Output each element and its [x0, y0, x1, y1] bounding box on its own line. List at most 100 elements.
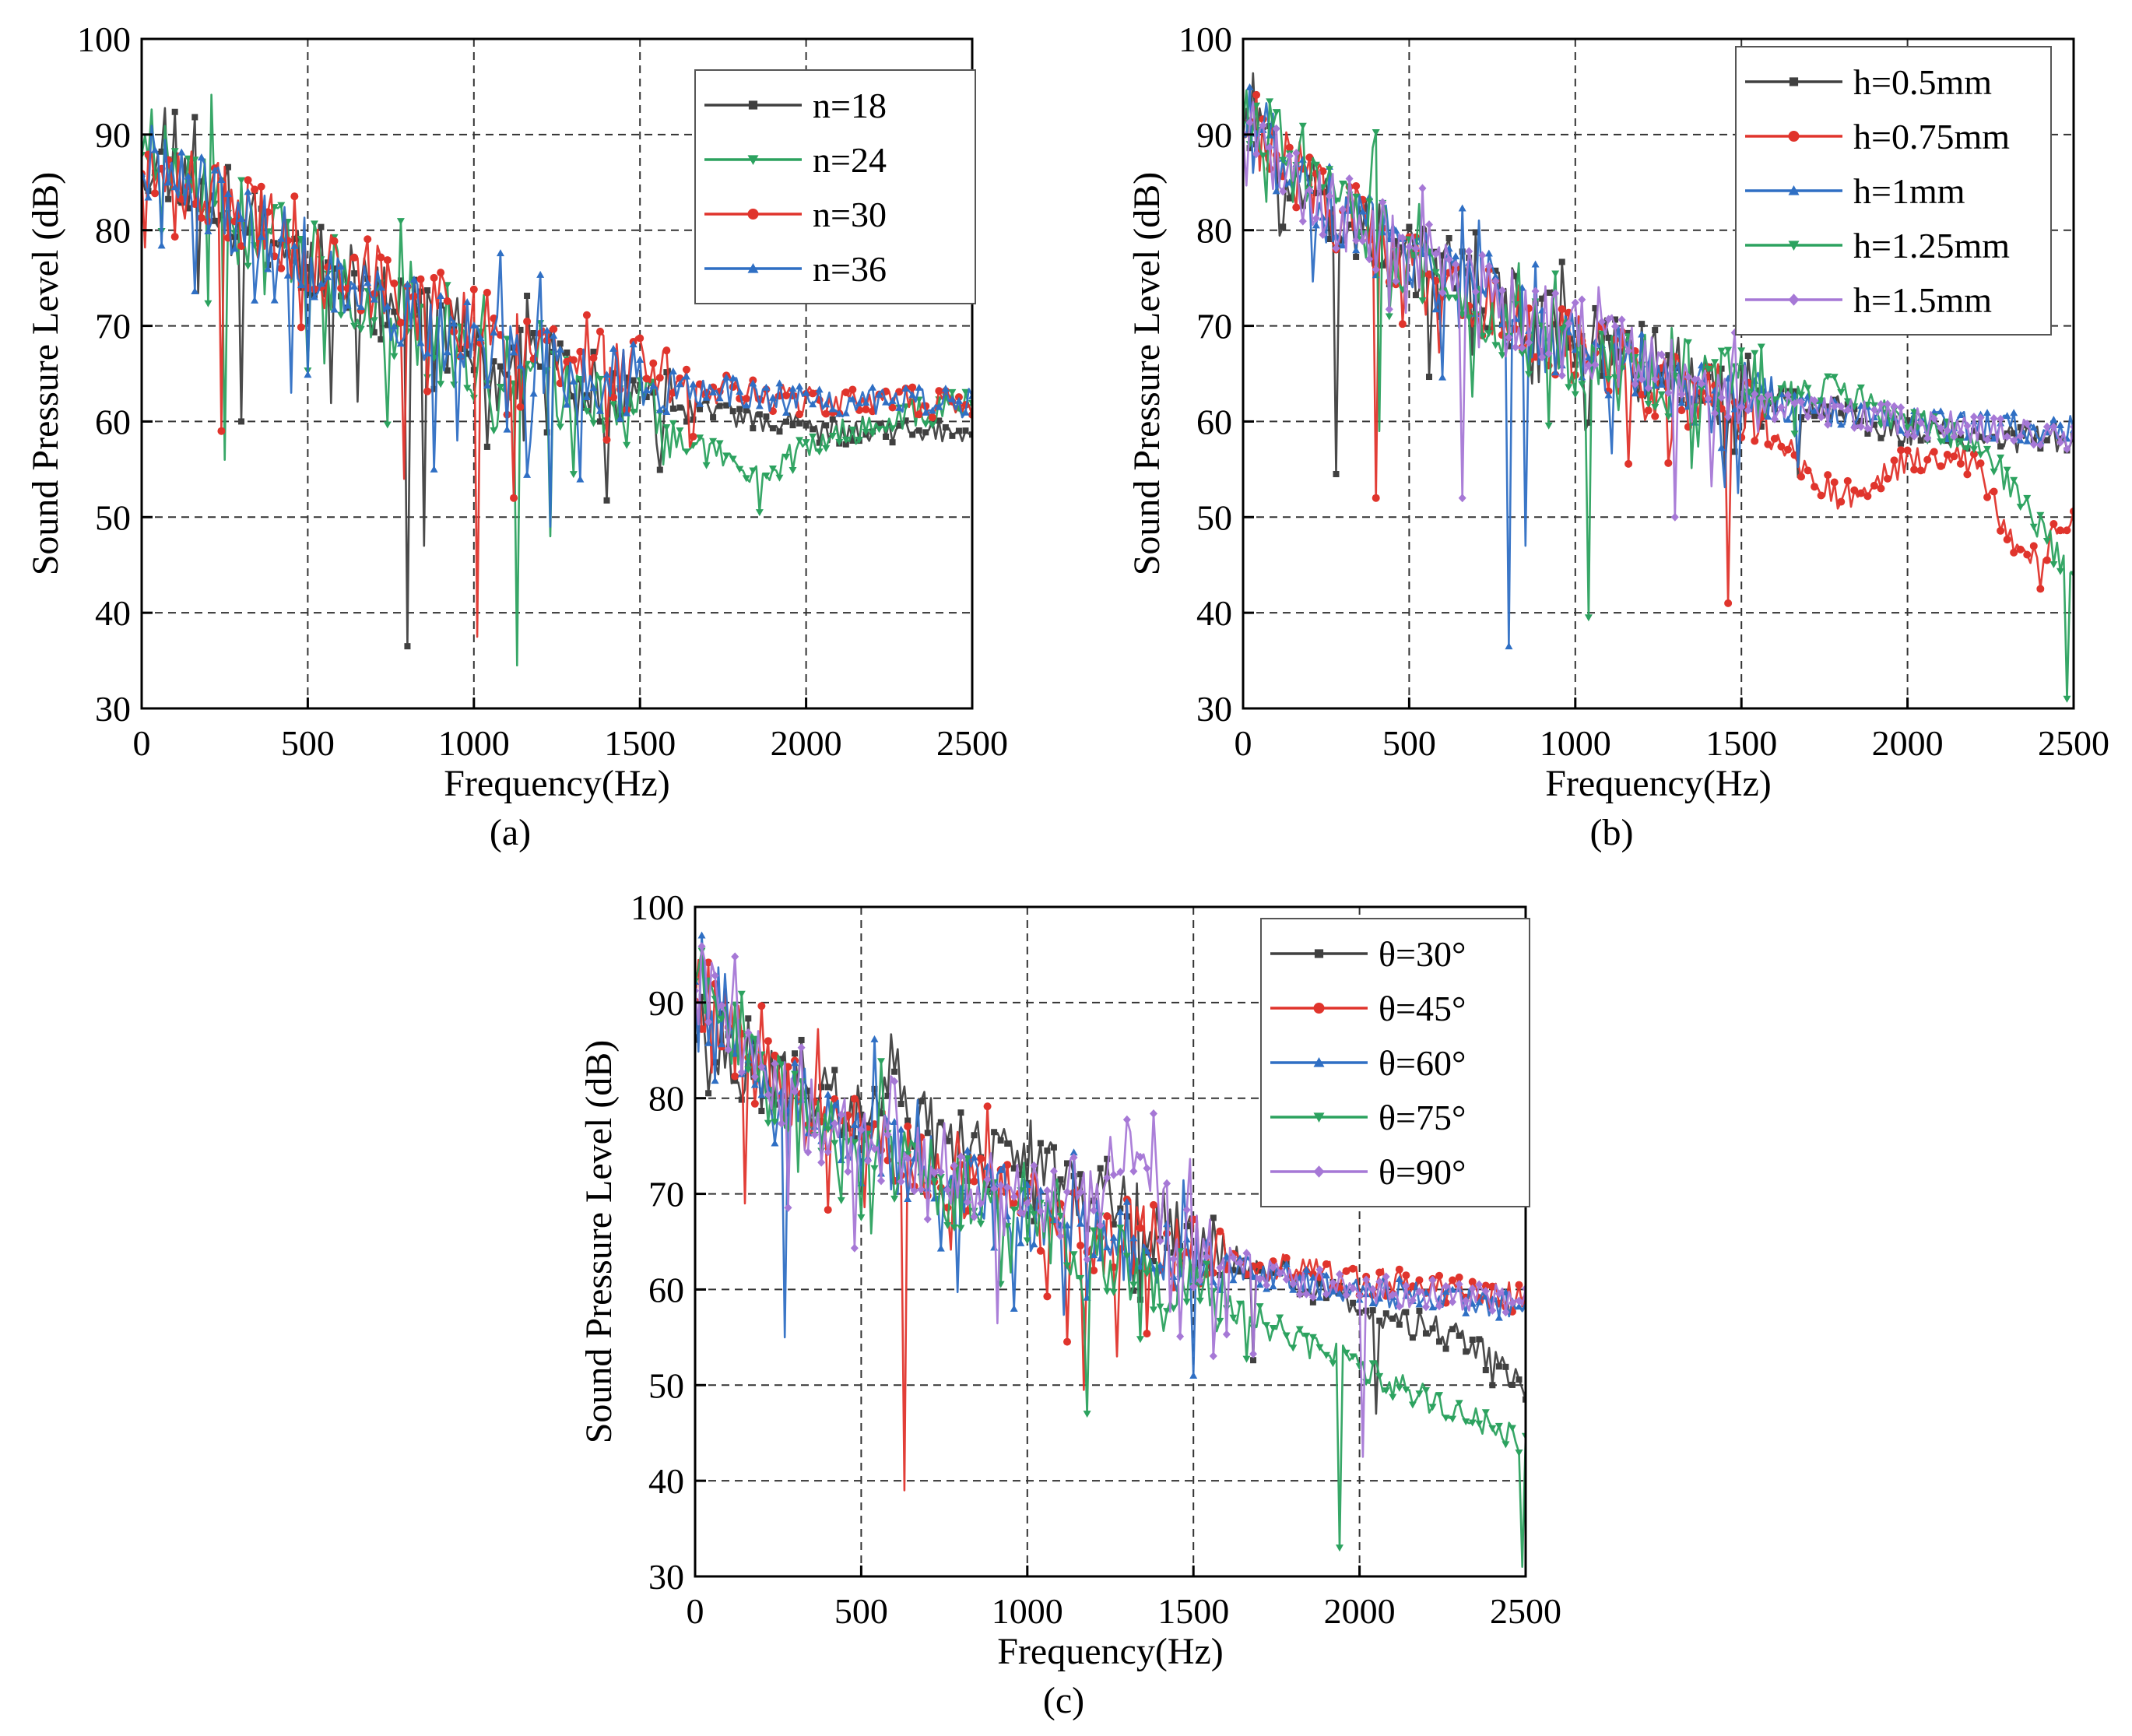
- data-point-c-4-124: [1103, 1173, 1112, 1183]
- data-point-b-4-2: [1245, 118, 1254, 127]
- data-point-c-4-214: [1402, 1281, 1410, 1291]
- data-point-a-3-218: [862, 399, 870, 406]
- data-point-c-3-40: [824, 1126, 832, 1133]
- data-point-b-4-22: [1312, 213, 1320, 223]
- data-point-c-0-248: [1516, 1376, 1523, 1383]
- x-tick-label-0: 0: [687, 1591, 704, 1631]
- data-point-c-4-128: [1116, 1167, 1125, 1176]
- data-point-c-3-154: [1203, 1260, 1211, 1268]
- data-point-a-2-100: [469, 285, 478, 293]
- y-tick-label-60: 60: [95, 402, 131, 441]
- data-point-a-3-242: [941, 385, 950, 392]
- data-point-b-4-112: [1611, 322, 1620, 331]
- data-point-a-3-168: [696, 399, 704, 407]
- legend-marker-b-4: [1788, 293, 1800, 306]
- data-point-c-3-210: [1389, 1393, 1397, 1401]
- data-point-c-4-80: [957, 1152, 965, 1161]
- data-point-b-2-74: [1484, 249, 1493, 257]
- data-point-b-2-118: [1631, 389, 1639, 397]
- data-point-b-4-90: [1538, 353, 1547, 362]
- data-point-c-0-14: [738, 1096, 745, 1103]
- data-point-a-3-164: [682, 372, 690, 380]
- data-point-b-2-76: [1491, 272, 1500, 280]
- data-point-b-4-210: [1937, 423, 1945, 433]
- data-point-b-3-186: [1856, 384, 1865, 392]
- data-point-b-4-68: [1465, 247, 1473, 256]
- data-point-b-4-126: [1657, 350, 1666, 360]
- data-point-b-0-32: [1346, 221, 1353, 228]
- series-group-c: [695, 931, 1526, 1568]
- data-point-a-0-76: [391, 308, 398, 315]
- data-point-c-0-204: [1369, 1307, 1376, 1314]
- data-point-c-2-98: [1017, 1239, 1025, 1246]
- data-point-a-3-94: [450, 319, 458, 327]
- data-point-a-3-2: [144, 193, 153, 201]
- data-point-a-3-136: [589, 384, 598, 392]
- data-point-c-2-128: [1116, 1208, 1125, 1216]
- data-point-a-0-114: [517, 326, 524, 333]
- data-point-a-0-242: [942, 423, 949, 430]
- data-point-c-4-36: [810, 1130, 819, 1140]
- data-point-b-3-102: [1578, 381, 1586, 388]
- data-point-c-4-144: [1169, 1254, 1178, 1263]
- data-point-c-4-70: [923, 1214, 932, 1224]
- data-point-c-4-108: [1049, 1166, 1058, 1175]
- data-point-b-3-34: [1352, 193, 1361, 201]
- data-point-a-1-148: [629, 409, 637, 416]
- data-point-a-2-136: [589, 353, 598, 362]
- data-point-a-0-224: [883, 433, 890, 440]
- data-point-a-1-32: [244, 262, 252, 270]
- data-point-a-0-140: [603, 497, 610, 504]
- data-point-b-0-202: [1911, 415, 1918, 422]
- data-point-b-0-150: [1738, 364, 1745, 371]
- data-point-c-4-50: [857, 1125, 866, 1134]
- data-point-a-3-138: [595, 406, 604, 414]
- data-point-a-3-246: [954, 396, 963, 404]
- data-point-b-1-232: [2010, 548, 2018, 557]
- data-point-a-0-32: [244, 229, 251, 236]
- data-point-b-4-154: [1751, 389, 1759, 399]
- data-point-a-3-154: [649, 381, 658, 389]
- data-point-c-1-214: [1402, 1271, 1410, 1280]
- data-point-b-4-106: [1591, 360, 1600, 369]
- data-point-b-3-202: [1910, 409, 1919, 416]
- data-point-b-3-230: [2003, 466, 2011, 474]
- data-point-b-4-102: [1578, 295, 1586, 304]
- data-point-b-4-244: [2049, 422, 2058, 431]
- axis-ticks-a: 0 500 1000 1500 2000 2500 30 40 50 60 70 80 90 100: [77, 19, 1008, 763]
- data-point-a-3-188: [762, 383, 771, 391]
- data-point-c-2-188: [1315, 1293, 1324, 1301]
- data-point-a-1-214: [848, 426, 857, 434]
- data-point-a-3-82: [409, 275, 418, 283]
- data-point-c-4-138: [1149, 1109, 1157, 1118]
- data-point-c-3-198: [1349, 1353, 1358, 1361]
- data-point-b-3-10: [1272, 109, 1280, 117]
- data-point-c-4-170: [1256, 1274, 1264, 1284]
- data-point-c-2-236: [1475, 1298, 1484, 1306]
- data-point-a-3-146: [623, 409, 631, 416]
- data-point-a-0-14: [184, 205, 191, 212]
- data-point-b-3-78: [1498, 352, 1506, 360]
- data-point-a-3-134: [582, 392, 591, 400]
- legend-label-c-4: θ=90°: [1379, 1152, 1466, 1192]
- data-point-c-1-178: [1282, 1254, 1291, 1263]
- data-point-a-2-154: [649, 359, 658, 367]
- data-point-c-2-24: [771, 1139, 779, 1147]
- data-point-c-4-28: [784, 1203, 792, 1212]
- data-point-b-1-124: [1651, 412, 1660, 420]
- data-point-b-1-200: [1903, 446, 1912, 455]
- data-point-a-2-234: [915, 410, 923, 419]
- x-tick-label-1500: 1500: [604, 723, 676, 763]
- data-point-b-1-222: [1976, 459, 1985, 468]
- data-point-c-4-140: [1156, 1236, 1164, 1246]
- data-point-c-4-142: [1163, 1179, 1171, 1188]
- data-point-c-2-102: [1030, 1240, 1038, 1248]
- data-point-c-4-46: [844, 1167, 852, 1176]
- data-point-a-1-202: [809, 433, 817, 441]
- data-point-a-3-202: [809, 400, 817, 408]
- legend-marker-b-0: [1789, 77, 1799, 86]
- data-point-a-2-88: [430, 273, 438, 282]
- data-point-a-3-76: [390, 322, 399, 330]
- data-point-b-1-212: [1943, 450, 1951, 459]
